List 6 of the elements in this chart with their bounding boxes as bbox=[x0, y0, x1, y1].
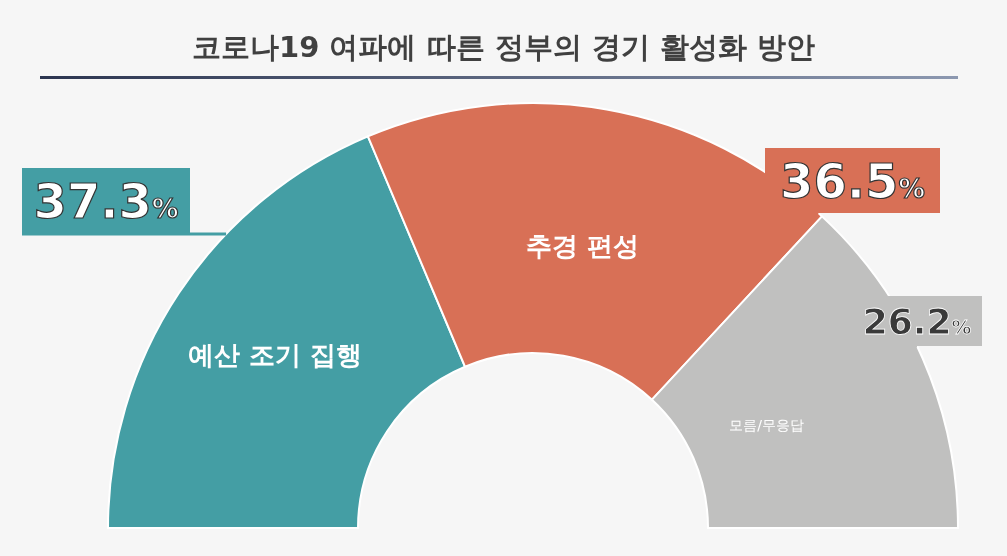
chart-title: 코로나19 여파에 따른 정부의 경기 활성화 방안 bbox=[192, 30, 815, 64]
data-label: 37.3% bbox=[33, 173, 179, 230]
data-label: 36.5% bbox=[780, 152, 925, 209]
slice-label: 예산 조기 집행 bbox=[187, 340, 362, 371]
slice-label: 모름/무응답 bbox=[729, 416, 805, 433]
slice-label: 추경 편성 bbox=[525, 230, 639, 261]
